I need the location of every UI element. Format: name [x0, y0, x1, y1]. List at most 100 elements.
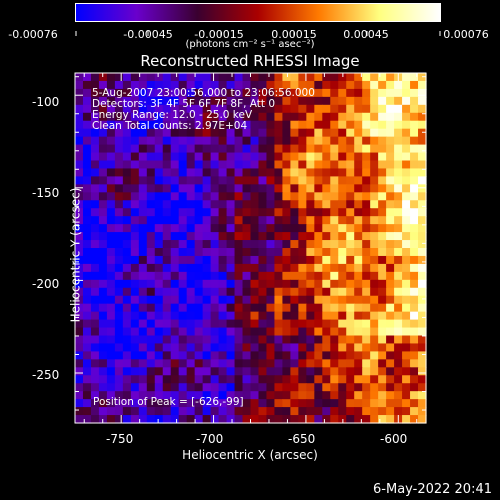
heatmap-cell	[354, 248, 363, 257]
heatmap-cell	[90, 248, 100, 257]
heatmap-cell	[274, 112, 284, 122]
heatmap-cell	[106, 200, 116, 209]
heatmap-cell	[346, 136, 355, 146]
heatmap-cell	[122, 407, 132, 416]
heatmap-cell	[122, 160, 132, 170]
heatmap-cell	[330, 271, 339, 281]
heatmap-cell	[170, 311, 180, 321]
heatmap-cell	[202, 152, 212, 162]
heatmap-cell	[98, 96, 108, 106]
heatmap-cell	[75, 375, 84, 384]
heatmap-cell	[282, 287, 291, 297]
heatmap-cell	[338, 359, 347, 368]
heatmap-cell	[202, 248, 212, 257]
heatmap-cell	[402, 128, 411, 138]
heatmap-cell	[402, 160, 411, 170]
heatmap-cell	[138, 240, 148, 249]
heatmap-cell	[90, 295, 100, 305]
heatmap-cell	[418, 216, 427, 225]
heatmap-cell	[75, 73, 84, 82]
heatmap-cell	[114, 295, 124, 305]
heatmap-cell	[290, 351, 299, 360]
heatmap-cell	[138, 335, 148, 345]
heatmap-cell	[114, 319, 124, 329]
heatmap-cell	[90, 144, 100, 154]
heatmap-cell	[330, 248, 339, 257]
heatmap-cell	[82, 200, 92, 209]
heatmap-cell	[130, 216, 140, 225]
heatmap-cell	[202, 240, 212, 249]
heatmap-cell	[378, 200, 387, 209]
heatmap-cell	[75, 335, 84, 345]
heatmap-cell	[394, 359, 403, 368]
heatmap-cell	[298, 343, 307, 352]
heatmap-cell	[90, 383, 100, 392]
heatmap-cell	[298, 160, 307, 170]
heatmap-cell	[75, 415, 84, 424]
heatmap-cell	[362, 176, 371, 185]
heatmap-cell	[146, 271, 156, 281]
heatmap-cell	[90, 120, 100, 130]
heatmap-cell	[218, 327, 228, 337]
heatmap-cell	[82, 415, 92, 424]
x-tick-label-3: -600	[380, 432, 408, 446]
y-tick-label-2: -200	[32, 277, 60, 291]
heatmap-cell	[362, 383, 371, 392]
colorbar-tick-label-4: 0.00045	[343, 28, 389, 41]
heatmap-cell	[250, 88, 260, 98]
heatmap-cell	[338, 136, 347, 146]
heatmap-cell	[242, 240, 252, 249]
heatmap-cell	[266, 240, 276, 249]
heatmap-cell	[306, 367, 315, 376]
heatmap-cell	[146, 415, 156, 424]
heatmap-cell	[154, 176, 164, 185]
heatmap-cell	[114, 240, 124, 249]
heatmap-cell	[282, 168, 291, 177]
heatmap-cell	[362, 359, 371, 368]
heatmap-cell	[354, 415, 363, 424]
heatmap-cell	[322, 271, 331, 281]
heatmap-cell	[106, 359, 116, 368]
heatmap-cell	[314, 144, 323, 154]
heatmap-cell	[234, 160, 244, 170]
heatmap-cell	[210, 407, 220, 416]
heatmap-cell	[354, 327, 363, 337]
heatmap-cell	[314, 375, 323, 384]
heatmap-cell	[290, 240, 299, 249]
heatmap-cell	[266, 224, 276, 233]
heatmap-cell	[106, 399, 116, 408]
heatmap-cell	[362, 240, 371, 249]
heatmap-cell	[258, 136, 268, 146]
heatmap-cell	[290, 73, 299, 82]
heatmap-cell	[298, 200, 307, 209]
heatmap-cell	[210, 343, 220, 352]
heatmap-cell	[394, 176, 403, 185]
heatmap-cell	[98, 80, 108, 90]
heatmap-cell	[378, 351, 387, 360]
annotation-detectors: Detectors: 3F 4F 5F 6F 7F 8F, Att 0	[92, 98, 276, 110]
heatmap-cell	[114, 104, 124, 114]
heatmap-cell	[410, 279, 419, 289]
heatmap-cell	[170, 295, 180, 305]
heatmap-cell	[162, 152, 172, 162]
heatmap-cell	[362, 232, 371, 241]
heatmap-cell	[250, 375, 260, 384]
heatmap-cell	[218, 287, 228, 297]
footer-date: 6-May-2022 20:41	[373, 482, 492, 497]
heatmap-cell	[234, 128, 244, 138]
heatmap-cell	[306, 335, 315, 345]
heatmap-cell	[322, 335, 331, 345]
heatmap-cell	[242, 176, 252, 185]
heatmap-cell	[274, 271, 284, 281]
heatmap-cell	[290, 168, 299, 177]
heatmap-cell	[338, 327, 347, 337]
heatmap-cell	[186, 335, 196, 345]
heatmap-cell	[146, 375, 156, 384]
heatmap-cell	[298, 80, 307, 90]
heatmap-cell	[98, 240, 108, 249]
heatmap-cell	[330, 327, 339, 337]
heatmap-cell	[162, 327, 172, 337]
heatmap-cell	[130, 255, 140, 265]
heatmap-cell	[122, 168, 132, 177]
heatmap-cell	[282, 399, 291, 408]
